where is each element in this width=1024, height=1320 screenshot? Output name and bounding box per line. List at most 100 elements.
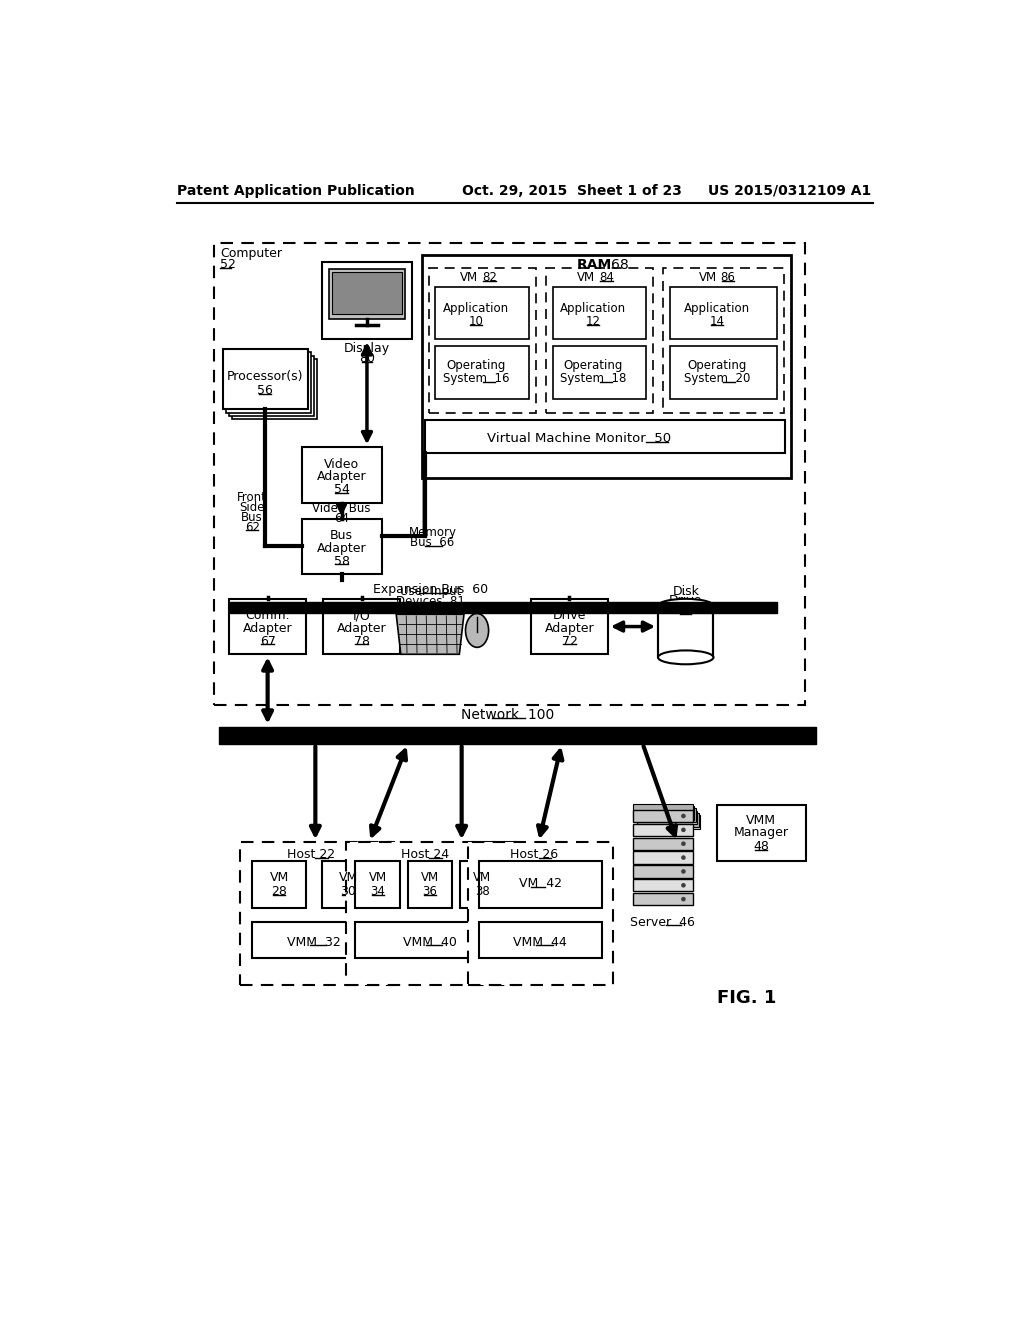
Text: 64: 64 bbox=[334, 512, 349, 525]
Bar bbox=[478, 861, 602, 908]
Text: Drive: Drive bbox=[669, 594, 702, 607]
Circle shape bbox=[681, 855, 686, 859]
Text: Processor(s): Processor(s) bbox=[227, 370, 303, 383]
Text: 28: 28 bbox=[271, 884, 287, 898]
Text: 78: 78 bbox=[353, 635, 370, 648]
Bar bbox=[633, 824, 692, 836]
Text: Adapter: Adapter bbox=[243, 622, 293, 635]
Bar bbox=[226, 352, 310, 412]
Text: User Input: User Input bbox=[400, 585, 462, 598]
Text: 70: 70 bbox=[678, 605, 693, 618]
Text: System  18: System 18 bbox=[560, 372, 627, 385]
Text: System  16: System 16 bbox=[443, 372, 510, 385]
Bar bbox=[301, 519, 382, 574]
Bar bbox=[229, 355, 313, 416]
Bar bbox=[553, 346, 646, 399]
Bar bbox=[229, 599, 306, 655]
Bar bbox=[429, 268, 536, 412]
Text: Virtual Machine Monitor  50: Virtual Machine Monitor 50 bbox=[486, 432, 671, 445]
Text: Video Bus: Video Bus bbox=[312, 502, 371, 515]
Text: Drive: Drive bbox=[553, 610, 586, 622]
Text: 86: 86 bbox=[721, 271, 735, 284]
Text: Video: Video bbox=[324, 458, 359, 471]
Bar bbox=[422, 255, 792, 478]
Bar bbox=[232, 359, 316, 418]
Ellipse shape bbox=[658, 651, 714, 664]
Bar bbox=[633, 866, 692, 878]
Circle shape bbox=[681, 896, 686, 902]
Bar bbox=[640, 816, 700, 829]
Text: VM  42: VM 42 bbox=[519, 878, 562, 890]
Bar bbox=[355, 861, 400, 908]
Text: 34: 34 bbox=[371, 884, 385, 898]
Text: 38: 38 bbox=[475, 884, 489, 898]
Text: VMM  32: VMM 32 bbox=[287, 936, 341, 949]
Text: Application: Application bbox=[684, 302, 751, 315]
Bar bbox=[658, 612, 714, 657]
Text: VM: VM bbox=[269, 871, 289, 884]
Bar bbox=[323, 599, 400, 655]
Text: System  20: System 20 bbox=[684, 372, 751, 385]
Bar bbox=[547, 268, 652, 412]
Bar bbox=[633, 894, 692, 906]
Text: 58: 58 bbox=[334, 554, 349, 568]
Bar bbox=[214, 243, 805, 705]
Bar bbox=[468, 842, 612, 985]
Text: 12: 12 bbox=[586, 315, 601, 329]
Text: Computer: Computer bbox=[220, 247, 282, 260]
Circle shape bbox=[681, 883, 686, 887]
Bar bbox=[633, 810, 692, 822]
Text: VM: VM bbox=[473, 871, 492, 884]
Text: 84: 84 bbox=[599, 271, 613, 284]
Text: Host 22: Host 22 bbox=[287, 847, 335, 861]
Text: Server  46: Server 46 bbox=[630, 916, 695, 929]
Bar bbox=[355, 923, 505, 958]
Ellipse shape bbox=[466, 614, 488, 647]
Text: 14: 14 bbox=[710, 315, 725, 329]
Bar bbox=[639, 813, 698, 826]
Text: I/O: I/O bbox=[352, 610, 371, 622]
Bar bbox=[322, 861, 376, 908]
Text: Host 24: Host 24 bbox=[400, 847, 449, 861]
Bar bbox=[425, 420, 785, 453]
Bar bbox=[301, 447, 382, 503]
Text: Disk: Disk bbox=[673, 585, 699, 598]
Text: Adapter: Adapter bbox=[316, 541, 367, 554]
Ellipse shape bbox=[658, 599, 714, 612]
Text: Application: Application bbox=[443, 302, 509, 315]
Bar bbox=[435, 286, 529, 339]
Text: Adapter: Adapter bbox=[316, 470, 367, 483]
Text: Adapter: Adapter bbox=[337, 622, 386, 635]
Text: Side: Side bbox=[240, 500, 265, 513]
Text: Adapter: Adapter bbox=[545, 622, 594, 635]
Bar bbox=[633, 879, 692, 891]
Text: Manager: Manager bbox=[733, 826, 788, 840]
Polygon shape bbox=[396, 614, 464, 655]
Text: 10: 10 bbox=[469, 315, 483, 329]
Bar bbox=[670, 346, 777, 399]
Text: 56: 56 bbox=[257, 384, 273, 397]
Bar bbox=[478, 923, 602, 958]
Text: 62: 62 bbox=[245, 520, 260, 533]
Text: Front: Front bbox=[238, 491, 267, 504]
Text: Operating: Operating bbox=[563, 359, 623, 372]
Text: Bus: Bus bbox=[242, 511, 263, 524]
Text: VM: VM bbox=[699, 271, 717, 284]
Bar bbox=[223, 350, 307, 409]
Bar bbox=[634, 807, 694, 820]
Text: Memory: Memory bbox=[409, 527, 457, 539]
Text: VM: VM bbox=[369, 871, 387, 884]
Circle shape bbox=[681, 841, 686, 846]
Bar bbox=[252, 923, 376, 958]
Bar bbox=[637, 810, 697, 825]
Text: 48: 48 bbox=[754, 841, 769, 853]
Text: 36: 36 bbox=[423, 884, 437, 898]
Circle shape bbox=[681, 869, 686, 874]
Text: Oct. 29, 2015  Sheet 1 of 23: Oct. 29, 2015 Sheet 1 of 23 bbox=[462, 183, 682, 198]
Text: Comm.: Comm. bbox=[246, 610, 290, 622]
Text: Patent Application Publication: Patent Application Publication bbox=[177, 183, 415, 198]
Text: Devices  81: Devices 81 bbox=[396, 594, 465, 607]
Text: US 2015/0312109 A1: US 2015/0312109 A1 bbox=[708, 183, 871, 198]
Text: Display: Display bbox=[344, 342, 390, 355]
Bar bbox=[633, 804, 692, 817]
